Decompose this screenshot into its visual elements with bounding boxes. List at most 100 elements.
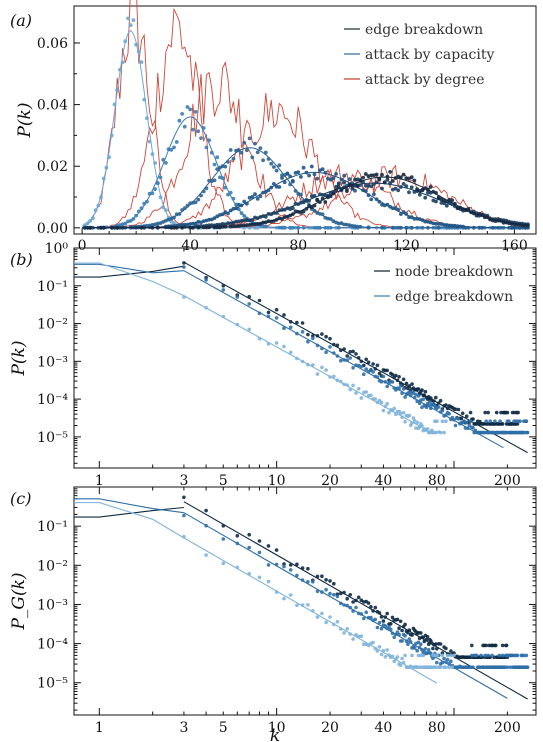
x-tick-label: 3	[179, 473, 188, 489]
data-point	[320, 196, 325, 201]
data-point	[282, 180, 287, 185]
data-point	[258, 194, 263, 199]
data-point	[204, 305, 208, 310]
data-point	[436, 225, 441, 230]
data-point	[486, 653, 491, 658]
data-point	[400, 391, 404, 396]
data-point	[318, 225, 322, 230]
data-point	[109, 133, 114, 138]
data-point	[348, 605, 353, 610]
data-point	[196, 129, 201, 134]
data-point	[288, 568, 293, 572]
data-point	[458, 207, 463, 211]
x-tick-label: 1	[95, 473, 104, 489]
data-point	[379, 652, 384, 657]
y-tick-label: 10⁻⁵	[37, 430, 68, 446]
data-point	[356, 634, 361, 639]
data-point	[304, 207, 309, 211]
x-tick-label: 80	[428, 720, 446, 736]
data-point	[191, 221, 195, 226]
data-point	[328, 225, 333, 230]
data-point	[139, 206, 144, 211]
data-point	[444, 665, 448, 669]
y-axis-title: P(k)	[15, 102, 35, 138]
data-point	[523, 223, 528, 228]
data-point	[320, 590, 324, 594]
panel-label: (a)	[10, 11, 32, 30]
data-point	[250, 218, 255, 222]
data-point	[245, 201, 249, 206]
data-point	[93, 208, 98, 213]
data-point	[412, 217, 417, 221]
data-point	[115, 88, 120, 92]
data-point	[436, 222, 441, 226]
data-point	[412, 178, 417, 183]
data-point	[282, 313, 286, 317]
panel-b: 1 3 5 10 20 40 80 200 10⁻⁵ 10⁻⁴ 10⁻³ 10⁻² 10⁻¹ 10⁰ nod…	[9, 241, 537, 489]
data-point	[447, 223, 452, 228]
data-point	[280, 225, 284, 230]
data-point	[455, 224, 460, 229]
data-point	[434, 430, 438, 435]
data-point	[223, 224, 228, 229]
data-point	[379, 400, 384, 405]
y-tick-label: 10⁻⁵	[37, 676, 68, 692]
data-point	[201, 189, 206, 194]
data-point	[182, 513, 186, 518]
data-point	[377, 371, 382, 376]
data-point	[438, 398, 443, 403]
data-point	[339, 601, 343, 606]
data-point	[295, 603, 299, 608]
y-tick-label: 0.04	[37, 98, 68, 114]
data-point	[136, 49, 141, 54]
data-point	[404, 639, 409, 643]
data-point	[257, 311, 262, 316]
data-point	[407, 215, 411, 220]
data-point	[415, 420, 420, 425]
data-point	[483, 653, 488, 658]
data-point	[301, 165, 306, 170]
data-point	[390, 179, 395, 183]
data-point	[434, 665, 438, 669]
data-point	[250, 155, 255, 160]
data-point	[362, 372, 366, 377]
data-point	[247, 532, 251, 537]
data-point	[231, 196, 236, 201]
data-point	[257, 550, 262, 555]
data-point	[196, 225, 201, 230]
data-point	[324, 350, 328, 355]
data-point	[234, 224, 239, 229]
x-tick-label: 0	[78, 238, 87, 254]
data-point	[257, 575, 262, 580]
data-point	[345, 596, 350, 601]
data-point	[420, 648, 424, 652]
data-point	[139, 225, 144, 230]
legend-label: edge breakdown	[365, 22, 483, 38]
data-point	[426, 403, 431, 408]
data-point	[416, 387, 421, 391]
data-point	[404, 225, 409, 230]
y-tick-label: 10⁻⁴	[37, 637, 68, 653]
data-point	[331, 191, 336, 195]
data-point	[356, 356, 361, 360]
data-point	[324, 334, 328, 339]
data-point	[410, 653, 414, 658]
data-point	[161, 157, 166, 162]
data-point	[177, 118, 182, 123]
data-point	[107, 155, 111, 160]
data-point	[245, 223, 249, 227]
data-point	[471, 426, 475, 430]
data-point	[385, 611, 390, 616]
data-point	[354, 391, 358, 395]
data-point	[444, 403, 448, 407]
data-point	[332, 342, 336, 347]
data-point	[393, 186, 398, 191]
data-point	[471, 665, 475, 669]
data-point	[466, 426, 470, 431]
data-point	[472, 225, 476, 230]
panel-b-frame	[73, 247, 537, 469]
data-point	[274, 548, 279, 552]
data-point	[342, 590, 346, 595]
legend: edge breakdown attack by capacity attack b…	[344, 22, 494, 88]
data-point	[101, 225, 106, 230]
